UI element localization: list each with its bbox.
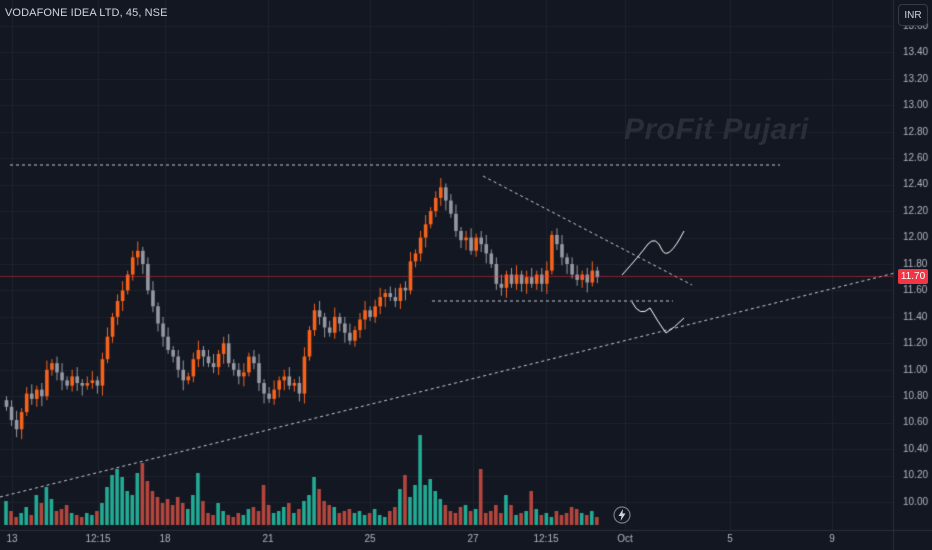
watermark-text: ProFit Pujari bbox=[624, 113, 809, 146]
symbol-title: VODAFONE IDEA LTD, 45, NSE bbox=[5, 7, 168, 19]
currency-button[interactable]: INR bbox=[898, 4, 928, 26]
lightning-icon[interactable] bbox=[613, 506, 631, 524]
last-price-tag: 11.70 bbox=[898, 269, 928, 284]
